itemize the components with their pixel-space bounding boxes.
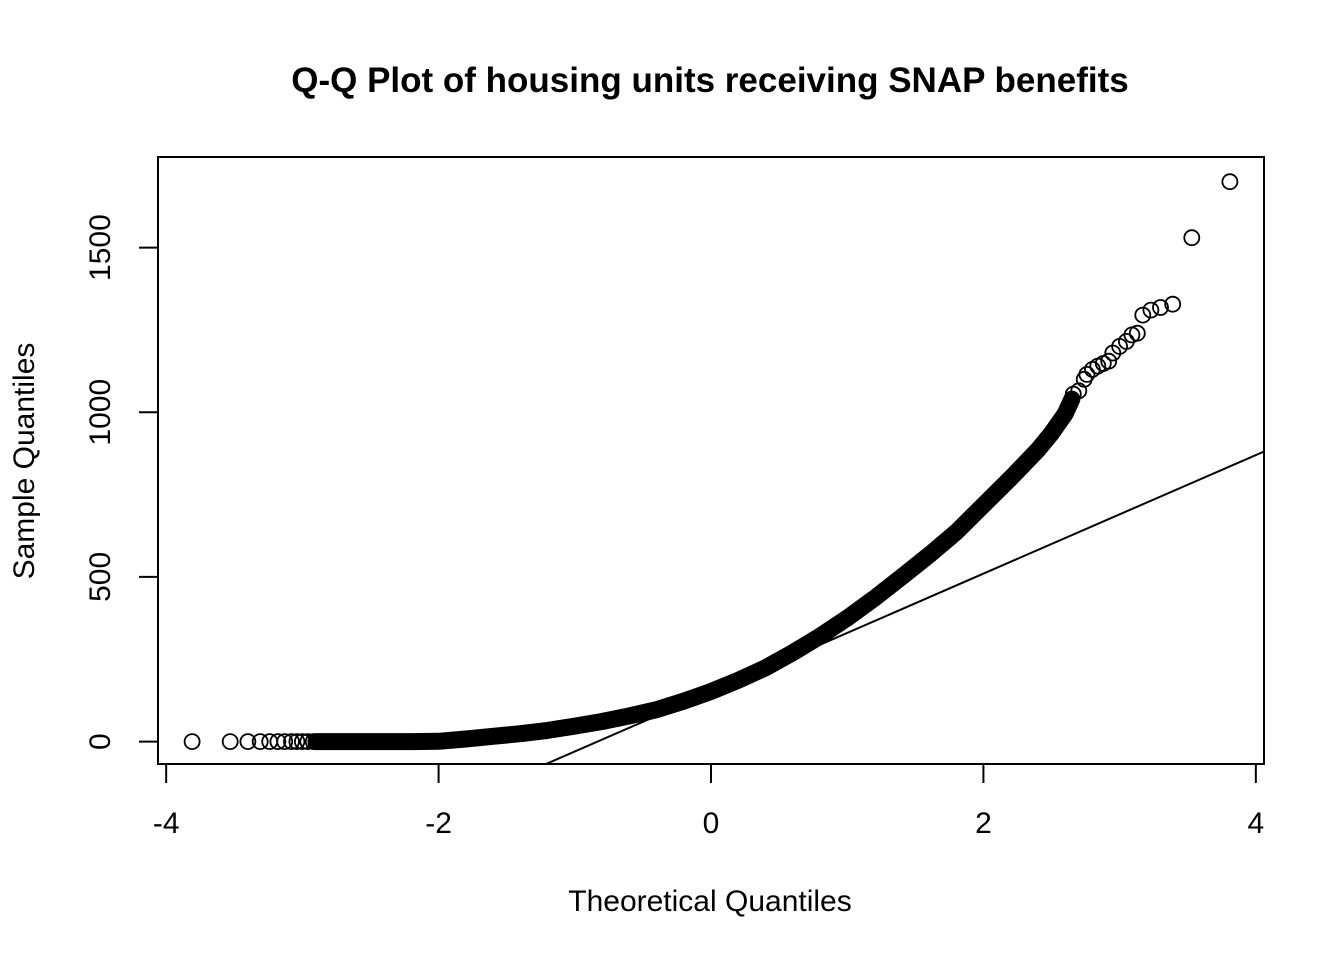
data-point xyxy=(1164,295,1182,313)
y-tick-label: 1000 xyxy=(84,379,117,446)
data-point xyxy=(1134,306,1152,324)
data-point xyxy=(283,733,300,750)
data-point xyxy=(1183,229,1201,247)
data-point xyxy=(1152,299,1169,316)
data-point xyxy=(251,733,269,750)
data-point xyxy=(1078,365,1096,383)
dense-points-band xyxy=(307,390,1081,751)
reference-line xyxy=(543,450,1264,764)
plot-frame xyxy=(157,156,1265,765)
data-point xyxy=(239,733,257,750)
y-axis-label: Sample Quantiles xyxy=(8,343,41,580)
data-point xyxy=(1128,324,1146,342)
data-point xyxy=(293,733,311,750)
x-tick-label: -4 xyxy=(153,807,180,840)
y-tick-label: 1500 xyxy=(84,214,117,281)
x-axis: -4 -2 0 2 4 xyxy=(153,763,1264,840)
data-point xyxy=(269,733,287,750)
x-tick-label: 4 xyxy=(1247,807,1264,840)
data-point xyxy=(1100,352,1118,370)
data-point xyxy=(299,733,317,750)
x-tick-label: 0 xyxy=(703,807,720,840)
data-point xyxy=(1221,173,1239,191)
data-point xyxy=(276,733,294,750)
data-layer xyxy=(183,173,1264,764)
y-axis: 0 500 1000 1500 xyxy=(84,214,159,750)
x-axis-label: Theoretical Quantiles xyxy=(568,885,851,918)
data-point xyxy=(183,733,201,750)
y-tick-label: 500 xyxy=(84,552,117,602)
data-point xyxy=(288,733,306,750)
x-tick-label: -2 xyxy=(425,807,452,840)
data-point xyxy=(1142,301,1160,319)
x-tick-label: 2 xyxy=(975,807,992,840)
chart-title: Q-Q Plot of housing units receiving SNAP… xyxy=(291,61,1129,100)
data-point xyxy=(221,733,239,750)
data-point xyxy=(304,733,322,750)
y-tick-label: 0 xyxy=(84,733,117,750)
